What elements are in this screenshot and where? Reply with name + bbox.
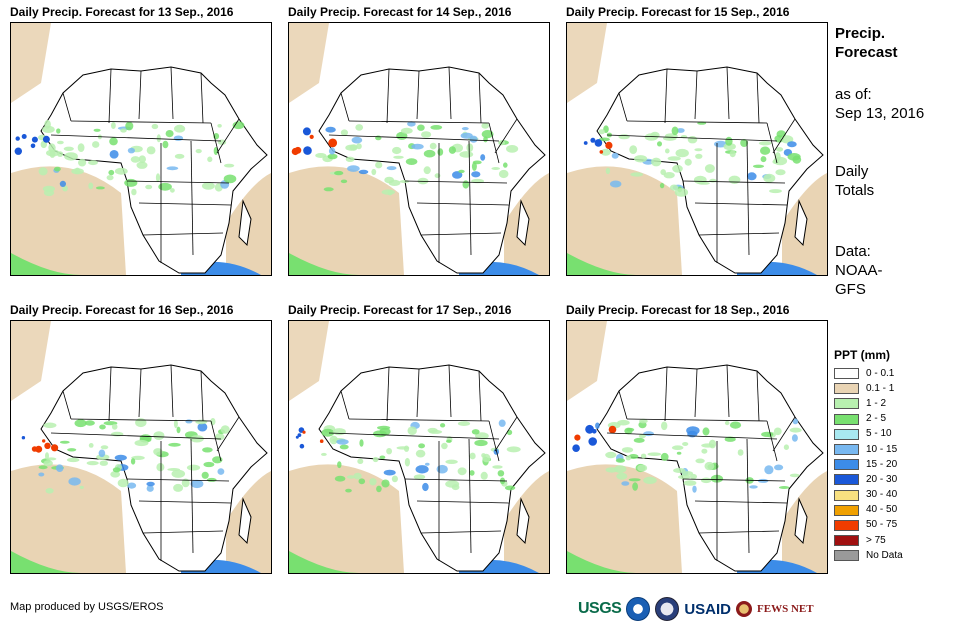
legend-item: 2 - 5: [834, 412, 964, 427]
legend-label: 10 - 15: [866, 443, 898, 455]
panel-title: Daily Precip. Forecast for 16 Sep., 2016: [10, 303, 234, 317]
legend-item: 0.1 - 1: [834, 381, 964, 396]
legend-swatch: [834, 444, 859, 456]
legend-label: 0.1 - 1: [866, 382, 895, 394]
usgs-logo: USGS: [578, 600, 622, 617]
precip-map: [566, 320, 828, 574]
legend-swatch: [834, 550, 859, 562]
legend-swatch: [834, 398, 859, 410]
as-of-date: as of: Sep 13, 2016: [835, 86, 925, 122]
legend-item: No Data: [834, 548, 964, 563]
forecast-panel-5: Daily Precip. Forecast for 17 Sep., 2016: [288, 302, 550, 574]
legend-item: 5 - 10: [834, 427, 964, 442]
legend-label: No Data: [866, 549, 903, 561]
legend-label: 20 - 30: [866, 473, 898, 485]
legend-swatch: [834, 519, 859, 531]
daily-totals-label: Daily Totals: [835, 163, 875, 199]
precip-map: [288, 22, 550, 276]
legend-swatch: [834, 368, 859, 380]
legend-item: 50 - 75: [834, 518, 964, 533]
usaid-logo: USAID: [684, 600, 732, 618]
legend-swatch: [834, 413, 859, 425]
panel-title: Daily Precip. Forecast for 15 Sep., 2016: [566, 5, 790, 19]
legend-label: 40 - 50: [866, 504, 898, 516]
ppt-legend: PPT (mm) 0 - 0.1 0.1 - 1 1 - 2 2 - 5 5 - 10 1…: [834, 347, 964, 563]
forecast-panel-2: Daily Precip. Forecast for 14 Sep., 2016: [288, 4, 550, 276]
legend-item: 15 - 20: [834, 457, 964, 472]
legend-label: 15 - 20: [866, 458, 898, 470]
forecast-panel-4: Daily Precip. Forecast for 16 Sep., 2016: [10, 302, 272, 574]
legend-swatch: [834, 474, 859, 486]
precip-map: [10, 22, 272, 276]
fews-net-logo: FEWS NET: [757, 603, 814, 615]
data-source: Data: NOAA- GFS: [835, 243, 883, 298]
legend-swatch: [834, 489, 859, 501]
legend-label: 50 - 75: [866, 519, 898, 531]
legend-label: 1 - 2: [866, 397, 887, 409]
legend-swatch: [834, 428, 859, 440]
panel-title: Daily Precip. Forecast for 17 Sep., 2016: [288, 303, 512, 317]
forecast-panel-3: Daily Precip. Forecast for 15 Sep., 2016: [566, 4, 828, 276]
legend-swatch: [834, 383, 859, 395]
legend-item: 10 - 15: [834, 442, 964, 457]
legend-label: 0 - 0.1: [866, 367, 895, 379]
legend-swatch: [834, 459, 859, 471]
agency-seal-icon: [655, 597, 680, 621]
legend-label: 5 - 10: [866, 428, 892, 440]
forecast-panel-1: Daily Precip. Forecast for 13 Sep., 2016: [10, 4, 272, 276]
noaa-logo-icon: [626, 597, 651, 621]
legend-swatch: [834, 504, 859, 516]
legend-label: 2 - 5: [866, 413, 887, 425]
legend-item: 20 - 30: [834, 472, 964, 487]
precip-map: [566, 22, 828, 276]
legend-item: > 75: [834, 533, 964, 548]
legend-label: > 75: [866, 534, 886, 546]
legend-title: PPT (mm): [834, 348, 891, 362]
panel-title: Daily Precip. Forecast for 14 Sep., 2016: [288, 5, 512, 19]
panel-title: Daily Precip. Forecast for 13 Sep., 2016: [10, 5, 234, 19]
legend-label: 30 - 40: [866, 489, 898, 501]
legend-item: 40 - 50: [834, 503, 964, 518]
fews-globe-icon: [736, 601, 753, 617]
precip-map: [288, 320, 550, 574]
precip-map: [10, 320, 272, 574]
legend-item: 0 - 0.1: [834, 366, 964, 381]
agency-logos: USGS USAID FEWS NET: [578, 596, 814, 622]
map-credit: Map produced by USGS/EROS: [10, 601, 164, 613]
forecast-panel-6: Daily Precip. Forecast for 18 Sep., 2016: [566, 302, 828, 574]
panel-title: Daily Precip. Forecast for 18 Sep., 2016: [566, 303, 790, 317]
legend-item: 30 - 40: [834, 488, 964, 503]
legend-swatch: [834, 535, 859, 547]
sidebar-title: Precip. Forecast: [835, 25, 898, 61]
legend-item: 1 - 2: [834, 396, 964, 411]
